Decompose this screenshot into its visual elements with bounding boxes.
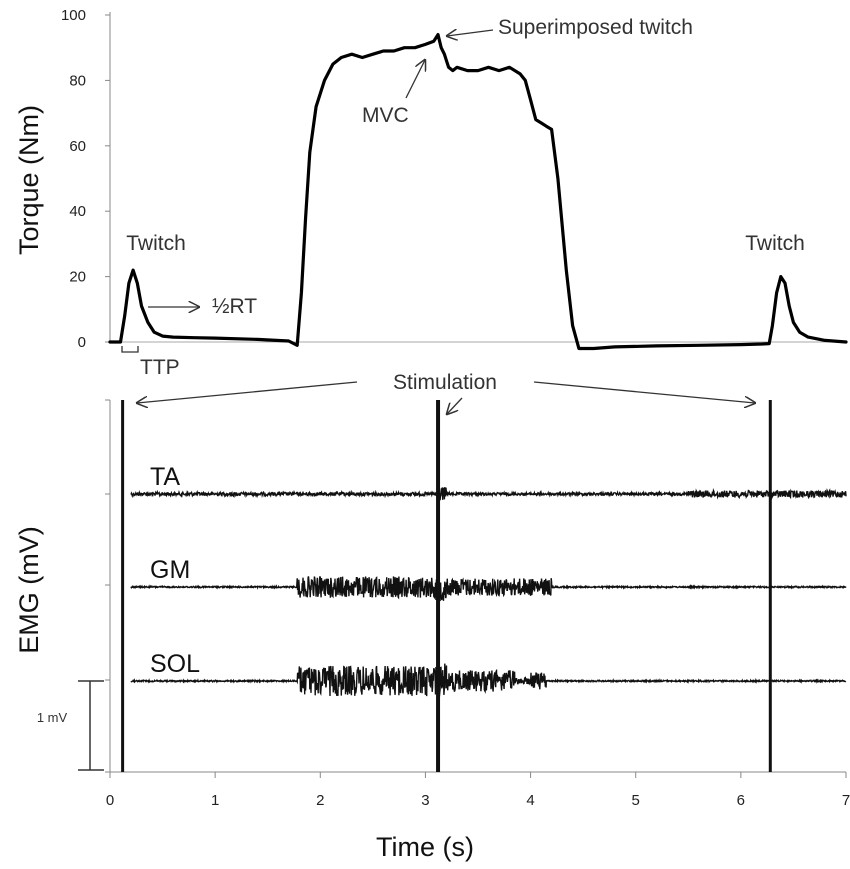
x-tick-label: 7 xyxy=(842,792,850,809)
annotation-ttp: TTP xyxy=(140,356,180,379)
annotation-half-rt: ½RT xyxy=(212,295,257,318)
x-tick-label: 4 xyxy=(526,792,534,809)
torque-y-tick-label: 80 xyxy=(69,72,86,89)
torque-y-tick-label: 40 xyxy=(69,203,86,220)
annotation-stimulation: Stimulation xyxy=(393,371,497,394)
emg-y-axis-label: EMG (mV) xyxy=(14,526,44,654)
emg-trace-gm xyxy=(130,572,847,602)
annotation-twitch-right: Twitch xyxy=(745,232,805,255)
torque-trace xyxy=(108,33,848,351)
x-axis-label: Time (s) xyxy=(376,832,474,862)
ttp-bracket xyxy=(121,346,139,353)
x-tick-label: 1 xyxy=(211,792,219,809)
torque-y-axis-label: Torque (Nm) xyxy=(14,105,44,255)
superimposed-twitch-arrow xyxy=(447,30,494,36)
stimulation-arrow-right xyxy=(533,381,755,403)
x-tick-label: 5 xyxy=(632,792,640,809)
stimulation-arrow-middle xyxy=(447,397,463,414)
annotation-twitch-left: Twitch xyxy=(126,232,186,255)
torque-y-tick-label: 100 xyxy=(61,7,86,24)
x-tick-label: 6 xyxy=(737,792,745,809)
torque-y-tick-label: 20 xyxy=(69,269,86,286)
x-tick-label: 3 xyxy=(421,792,429,809)
annotation-mvc: MVC xyxy=(362,104,409,127)
stimulation-arrow-left xyxy=(137,381,358,403)
emg-channel-label: TA xyxy=(150,463,180,491)
torque-y-tick-label: 60 xyxy=(69,138,86,155)
emg-channel-label: SOL xyxy=(150,650,200,678)
annotation-superimposed-twitch: Superimposed twitch xyxy=(498,16,693,39)
emg-trace-ta xyxy=(130,487,847,501)
mvc-arrow xyxy=(405,60,425,99)
x-tick-label: 0 xyxy=(106,792,114,809)
x-tick-label: 2 xyxy=(316,792,324,809)
torque-y-tick-label: 0 xyxy=(78,334,86,351)
emg-trace-sol xyxy=(130,663,847,699)
emg-channel-label: GM xyxy=(150,556,190,584)
axes-group: 0 20 40 60 80 100 Torque (Nm) 0 1 2 3 4 5 6 7 Time (s) E… xyxy=(14,7,850,862)
annotations-group: Twitch Twitch ½RT TTP MVC Superimposed twitch… xyxy=(121,16,805,414)
torque-trace-group xyxy=(108,33,848,351)
scale-bar-label: 1 mV xyxy=(37,710,68,725)
emg-traces: TA GM SOL xyxy=(121,400,847,772)
